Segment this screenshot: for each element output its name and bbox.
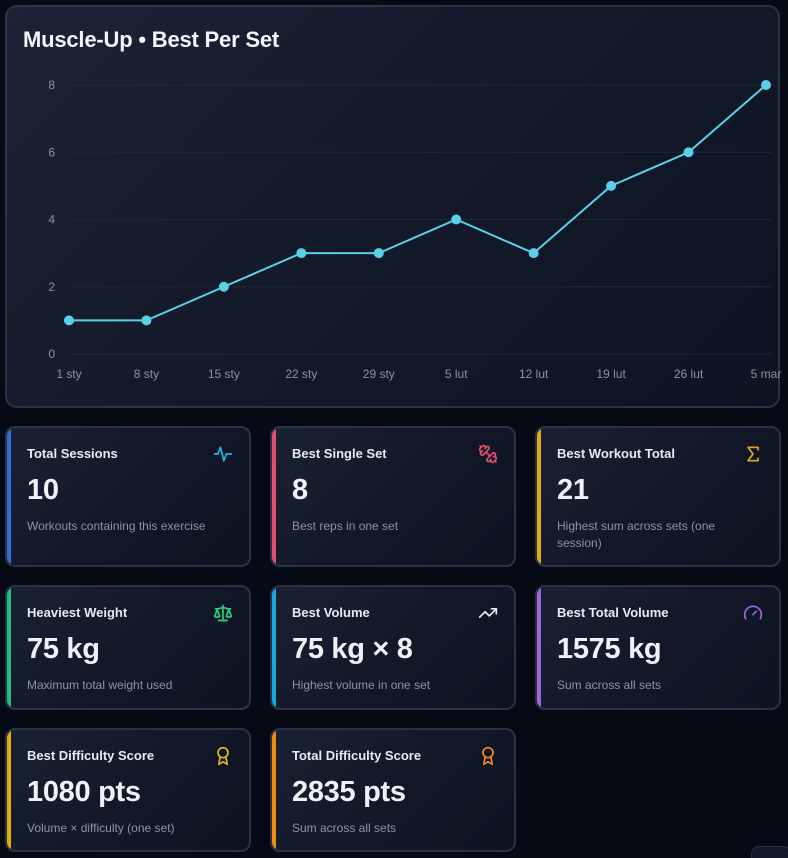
series-line: [69, 84, 767, 322]
activity-pulse-icon: [213, 446, 233, 462]
data-points[interactable]: [64, 80, 771, 326]
stat-desc: Best reps in one set: [292, 519, 399, 533]
stat-value: 10: [27, 474, 59, 506]
stat-value: 75 kg: [27, 633, 100, 665]
stat-label: Total Sessions: [27, 446, 118, 461]
chart-title: Muscle-Up • Best Per Set: [23, 27, 279, 52]
data-point[interactable]: [528, 248, 539, 259]
stat-desc: Sum across all sets: [292, 821, 397, 835]
stat-card-best-single-set: Best Single Set 8 Best reps in one set: [270, 426, 516, 567]
stat-value: 8: [292, 474, 308, 506]
data-point[interactable]: [64, 315, 74, 326]
data-point[interactable]: [761, 80, 771, 90]
accent-bar: [537, 428, 541, 565]
trending-up-icon: [478, 608, 498, 618]
x-tick-label: 5 lut: [445, 367, 468, 381]
stat-card-total-difficulty-score: Total Difficulty Score 2835 pts Sum acro…: [270, 728, 516, 852]
accent-bar: [537, 587, 541, 708]
stat-card-best-volume: Best Volume 75 kg × 8 Highest volume in …: [270, 585, 516, 710]
stat-label: Best Workout Total: [557, 446, 675, 461]
stat-label: Best Volume: [292, 605, 370, 620]
accent-bar: [7, 428, 11, 565]
data-point[interactable]: [683, 147, 694, 158]
stat-card-total-sessions: Total Sessions 10 Workouts containing th…: [5, 426, 251, 567]
scale-icon: [213, 604, 233, 622]
stat-value: 21: [557, 474, 589, 506]
stat-label: Best Total Volume: [557, 605, 669, 620]
sigma-icon: [747, 446, 759, 462]
y-tick-label: 4: [48, 213, 55, 227]
x-tick-label: 29 sty: [363, 367, 395, 381]
x-tick-label: 8 sty: [134, 367, 159, 381]
accent-bar: [7, 587, 11, 708]
x-axis: 1 sty 8 sty 15 sty 22 sty 29 sty 5 lut 12 lut 1…: [56, 367, 781, 381]
award-icon: [217, 746, 229, 766]
gauge-icon: [743, 605, 763, 620]
y-tick-label: 0: [48, 347, 55, 361]
stat-desc: Maximum total weight used: [27, 678, 173, 692]
chart-gridlines: [69, 84, 772, 355]
stat-card-best-workout-total: Best Workout Total 21 Highest sum across…: [535, 426, 781, 567]
x-tick-label: 22 sty: [285, 367, 317, 381]
dumbbell-icon: [478, 444, 498, 464]
x-tick-label: 1 sty: [56, 367, 81, 381]
stat-card-best-total-volume: Best Total Volume 1575 kg Sum across all…: [535, 585, 781, 710]
stat-desc: Workouts containing this exercise: [27, 519, 206, 533]
stat-value: 1080 pts: [27, 776, 141, 808]
accent-bar: [272, 428, 276, 565]
data-point[interactable]: [296, 248, 307, 259]
accent-bar: [272, 587, 276, 708]
y-tick-label: 6: [48, 145, 55, 159]
accent-bar: [7, 730, 11, 850]
data-point[interactable]: [218, 281, 229, 292]
stat-desc: Highest volume in one set: [292, 678, 431, 692]
stat-desc: Volume × difficulty (one set): [27, 821, 175, 835]
y-tick-label: 2: [48, 280, 55, 294]
stat-label: Total Difficulty Score: [292, 748, 422, 763]
stat-desc: Sum across all sets: [557, 678, 662, 692]
x-tick-label: 5 mar: [751, 367, 782, 381]
stat-value: 75 kg × 8: [292, 633, 413, 665]
stat-label: Best Difficulty Score: [27, 748, 155, 763]
x-tick-label: 15 sty: [208, 367, 240, 381]
data-point[interactable]: [451, 214, 462, 225]
data-point[interactable]: [141, 315, 152, 326]
x-tick-label: 26 lut: [674, 367, 704, 381]
data-point[interactable]: [606, 180, 617, 191]
stat-label: Best Single Set: [292, 446, 387, 461]
chart-card: Muscle-Up • Best Per Set 0 2 4 6 8 1 sty 8 st…: [5, 5, 781, 408]
stat-desc: Highest sum across sets (one session): [557, 519, 716, 550]
stat-card-best-difficulty-score: Best Difficulty Score 1080 pts Volume × …: [5, 728, 251, 852]
stat-value: 1575 kg: [557, 633, 662, 665]
y-axis: 0 2 4 6 8: [48, 78, 55, 361]
stat-label: Heaviest Weight: [27, 605, 128, 620]
data-point[interactable]: [373, 248, 384, 259]
stat-card-heaviest-weight: Heaviest Weight 75 kg Maximum total weig…: [5, 585, 251, 710]
award-icon: [482, 746, 494, 766]
y-tick-label: 8: [48, 78, 55, 92]
x-tick-label: 19 lut: [596, 367, 626, 381]
accent-bar: [272, 730, 276, 850]
stat-value: 2835 pts: [292, 776, 406, 808]
floating-action-button[interactable]: [751, 846, 788, 858]
x-tick-label: 12 lut: [519, 367, 549, 381]
